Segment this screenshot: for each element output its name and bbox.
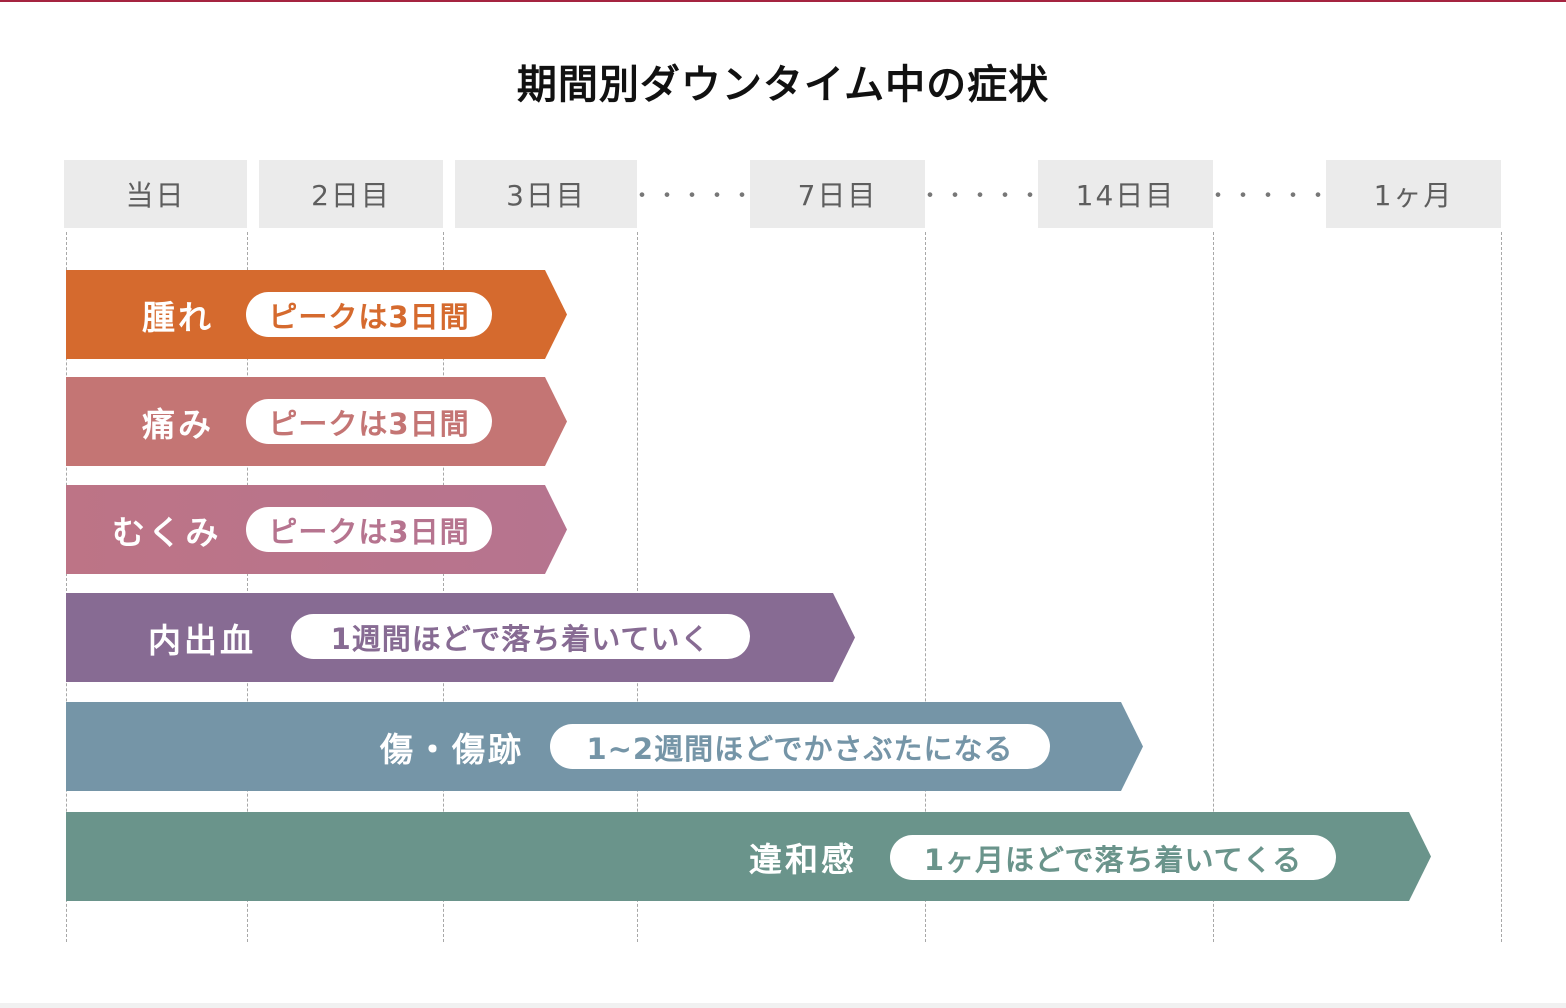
bar-wound: 傷・傷跡 1~2週間ほどでかさぶたになる (66, 702, 1143, 791)
bar-note-pill: ピークは3日間 (246, 399, 492, 444)
bar-label: 痛み (142, 404, 214, 444)
grid-line (637, 232, 638, 942)
bar-label: 違和感 (749, 839, 857, 879)
column-header-day7: 7日目 (750, 160, 925, 228)
bottom-strip (0, 1003, 1566, 1008)
bar-discomfort: 違和感 1ヶ月ほどで落ち着いてくる (66, 812, 1431, 901)
bar-label: むくみ (112, 512, 222, 552)
column-header-day3: 3日目 (455, 160, 637, 228)
grid-line (1501, 232, 1502, 942)
bar-bruising: 内出血 1週間ほどで落ち着いていく (66, 593, 855, 682)
grid-line (443, 232, 444, 942)
column-header-day0: 当日 (64, 160, 247, 228)
bar-label: 傷・傷跡 (380, 729, 524, 769)
grid-line (1213, 232, 1214, 942)
column-header-day14: 14日目 (1038, 160, 1213, 228)
bar-label: 腫れ (142, 297, 214, 337)
bar-edema: むくみ ピークは3日間 (66, 485, 567, 574)
ellipsis-separator: ・・・・・ (1207, 184, 1333, 209)
bar-note-pill: 1ヶ月ほどで落ち着いてくる (890, 835, 1336, 880)
ellipsis-separator: ・・・・・ (631, 184, 757, 209)
bar-note-pill: ピークは3日間 (246, 507, 492, 552)
top-accent-line (0, 0, 1566, 2)
bar-swelling: 腫れ ピークは3日間 (66, 270, 567, 359)
ellipsis-separator: ・・・・・ (919, 184, 1045, 209)
column-header-month1: 1ヶ月 (1326, 160, 1501, 228)
bar-pain: 痛み ピークは3日間 (66, 377, 567, 466)
grid-line (925, 232, 926, 942)
grid-line (247, 232, 248, 942)
bar-note-pill: 1週間ほどで落ち着いていく (291, 614, 750, 659)
bar-note-pill: 1~2週間ほどでかさぶたになる (550, 724, 1050, 769)
bar-label: 内出血 (148, 620, 256, 660)
bar-note-pill: ピークは3日間 (246, 292, 492, 337)
column-header-day2: 2日目 (259, 160, 443, 228)
chart-title: 期間別ダウンタイム中の症状 (516, 62, 1050, 108)
grid-line (66, 232, 67, 942)
